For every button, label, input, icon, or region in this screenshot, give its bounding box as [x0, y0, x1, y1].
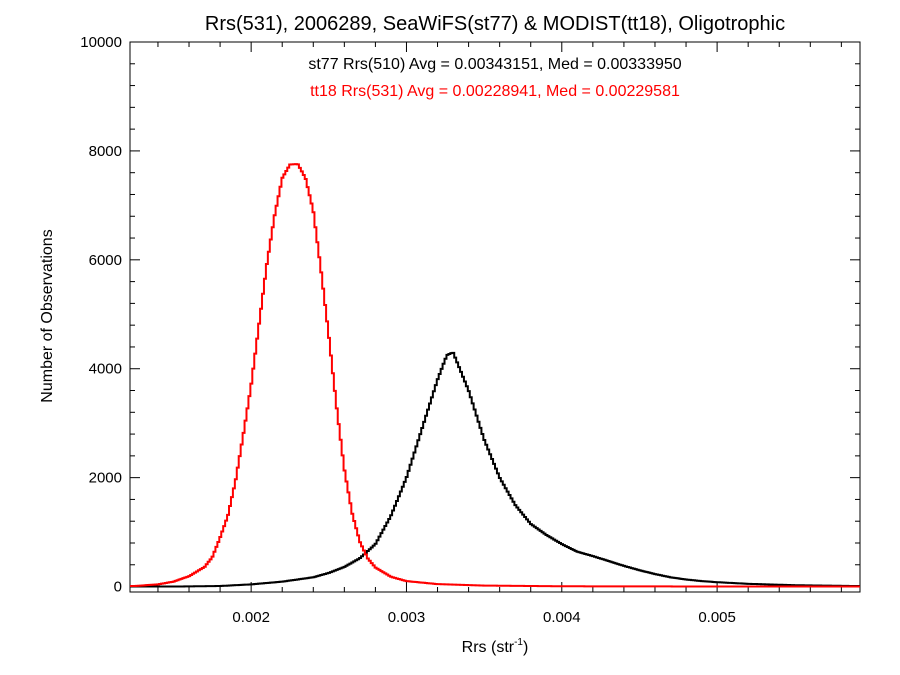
legend-annotation: st77 Rrs(510) Avg = 0.00343151, Med = 0.… — [308, 56, 681, 73]
legend-annotation: tt18 Rrs(531) Avg = 0.00228941, Med = 0.… — [310, 83, 680, 100]
x-tick-label: 0.003 — [388, 609, 426, 626]
series-line-tt18 — [130, 163, 860, 588]
x-tick-label: 0.004 — [543, 609, 581, 626]
y-tick-label: 6000 — [89, 252, 122, 269]
y-tick-label: 10000 — [80, 34, 122, 51]
plot-area: 0.002 0.003 0.004 0.005 0 2000 4000 6000 8000 100… — [80, 34, 861, 626]
y-tick-label: 4000 — [89, 361, 122, 378]
plot-frame — [129, 41, 861, 593]
x-axis-label-tail: ) — [523, 639, 528, 656]
chart-title: Rrs(531), 2006289, SeaWiFS(st77) & MODIS… — [205, 13, 785, 35]
x-axis-label: Rrs (str-1) — [462, 637, 529, 656]
y-tick-label: 8000 — [89, 143, 122, 160]
x-tick-label: 0.005 — [698, 609, 736, 626]
x-axis-label-main: Rrs (str — [462, 639, 515, 656]
series-line-st77 — [130, 351, 860, 588]
x-tick-label: 0.002 — [232, 609, 270, 626]
y-tick-label: 2000 — [89, 470, 122, 487]
y-axis-label: Number of Observations — [39, 229, 56, 402]
x-axis-label-superscript: -1 — [514, 637, 523, 648]
y-tick-label: 0 — [114, 579, 122, 596]
